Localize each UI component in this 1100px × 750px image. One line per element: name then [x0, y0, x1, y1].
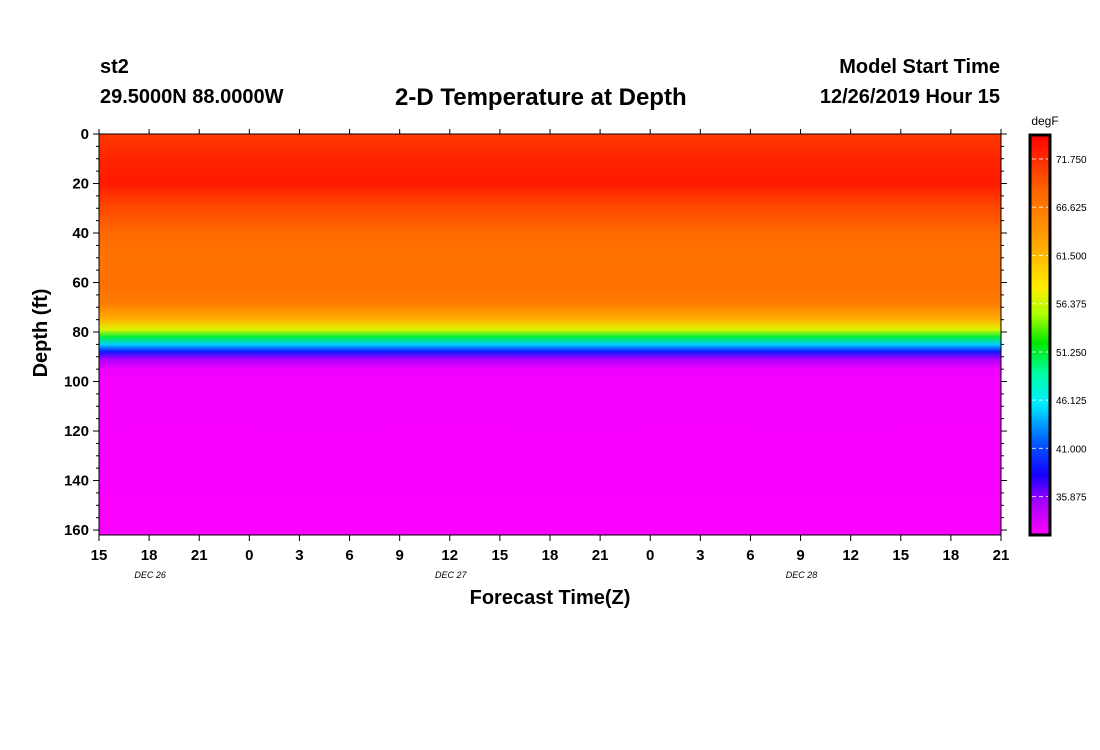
- x-tick-label: 21: [191, 547, 208, 564]
- plot-area: [98, 133, 1002, 536]
- y-tick-label: 40: [72, 225, 89, 242]
- y-tick-label: 120: [64, 423, 89, 440]
- x-tick-label: 9: [395, 547, 403, 564]
- y-axis-label: Depth (ft): [30, 289, 52, 378]
- colorbar-tick-label: 66.625: [1056, 203, 1087, 214]
- y-axis: 0 20 40 60 80 100 120 140 160: [64, 126, 1007, 539]
- x-tick-label: 18: [943, 547, 960, 564]
- colorbar-tick-label: 41.000: [1056, 444, 1087, 455]
- model-start-value: 12/26/2019 Hour 15: [819, 86, 1000, 108]
- date-label: DEC 27: [435, 570, 468, 580]
- colorbar-tick-label: 46.125: [1056, 396, 1087, 407]
- x-axis: 15 18 21 0 3 6 9 12 15 18 21 0 3 6 9 12 15 18 21 DEC 26 DEC …: [91, 129, 1010, 580]
- model-start-label: Model Start Time: [839, 56, 1000, 78]
- colorbar-tick-label: 51.250: [1056, 348, 1087, 359]
- temperature-field: [99, 134, 1001, 535]
- y-tick-label: 140: [64, 473, 89, 490]
- x-tick-label: 21: [993, 547, 1010, 564]
- station-coordinates: 29.5000N 88.0000W: [100, 86, 284, 108]
- x-tick-label: 3: [696, 547, 704, 564]
- date-label: DEC 26: [134, 570, 166, 580]
- colorbar: 71.750 66.625 61.500 56.375 51.250 46.125 41.0…: [1028, 133, 1087, 537]
- station-name: st2: [100, 56, 129, 78]
- x-axis-label: Forecast Time(Z): [470, 587, 631, 609]
- chart-title: 2-D Temperature at Depth: [395, 84, 687, 111]
- x-tick-label: 15: [91, 547, 108, 564]
- y-tick-label: 0: [81, 126, 89, 143]
- colorbar-scale: [1028, 133, 1052, 537]
- colorbar-tick-label: 56.375: [1056, 300, 1087, 311]
- x-tick-label: 9: [796, 547, 804, 564]
- x-tick-label: 12: [441, 547, 458, 564]
- x-tick-label: 15: [492, 547, 509, 564]
- y-tick-label: 60: [72, 275, 89, 292]
- y-tick-label: 20: [72, 176, 89, 193]
- date-label: DEC 28: [786, 570, 818, 580]
- x-tick-label: 18: [141, 547, 158, 564]
- x-tick-label: 6: [746, 547, 754, 564]
- x-tick-label: 0: [245, 547, 253, 564]
- x-tick-label: 6: [345, 547, 353, 564]
- x-tick-label: 21: [592, 547, 609, 564]
- x-tick-label: 18: [542, 547, 559, 564]
- colorbar-tick-label: 61.500: [1056, 251, 1087, 262]
- x-tick-label: 3: [295, 547, 303, 564]
- colorbar-tick-label: 35.875: [1056, 493, 1087, 504]
- y-tick-label: 100: [64, 374, 89, 391]
- x-tick-label: 12: [842, 547, 859, 564]
- y-tick-label: 160: [64, 522, 89, 539]
- x-tick-label: 0: [646, 547, 654, 564]
- y-tick-label: 80: [72, 324, 89, 341]
- x-tick-label: 15: [892, 547, 909, 564]
- colorbar-tick-label: 71.750: [1056, 155, 1087, 166]
- colorbar-unit: degF: [1031, 114, 1058, 128]
